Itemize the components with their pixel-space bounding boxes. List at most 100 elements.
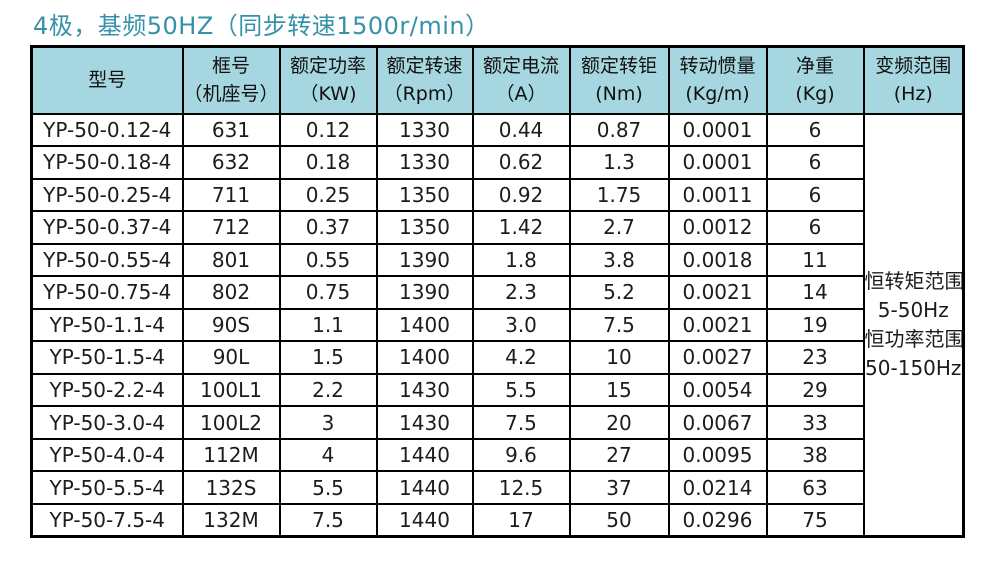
cell-frame: 802 [181, 275, 281, 310]
cell-inertia: 0.0021 [667, 275, 768, 310]
cell-speed: 1330 [375, 145, 474, 180]
cell-weight: 14 [765, 275, 865, 310]
cell-frame: 631 [181, 112, 281, 148]
cell-current: 3.0 [471, 307, 571, 343]
cell-torque: 7.5 [568, 307, 670, 343]
cell-power: 0.75 [278, 275, 378, 310]
header-unit: （KW) [299, 83, 357, 106]
cell-inertia: 0.0054 [667, 372, 768, 408]
cell-power: 1.1 [278, 307, 378, 343]
header-label: 额定转速 [386, 55, 463, 78]
header-label: 额定转钜 [580, 55, 657, 78]
cell-current: 17 [471, 502, 571, 538]
header-cell-model: 型号 [30, 45, 184, 115]
cell-speed: 1440 [375, 470, 474, 505]
cell-power: 1.5 [278, 340, 378, 375]
table-row: YP-50-0.18-4 632 0.18 1330 0.62 1.3 0.00… [30, 145, 964, 180]
cell-torque: 27 [568, 437, 670, 473]
cell-weight: 38 [765, 437, 865, 473]
cell-weight: 6 [765, 112, 865, 148]
header-label: 变频范围 [875, 55, 952, 78]
cell-current: 0.92 [471, 177, 571, 213]
cell-inertia: 0.0095 [667, 437, 768, 473]
cell-weight: 19 [765, 307, 865, 343]
cell-model: YP-50-4.0-4 [30, 437, 184, 473]
cell-speed: 1330 [375, 112, 474, 148]
header-unit: （机座号） [183, 83, 279, 106]
cell-inertia: 0.0011 [667, 177, 768, 213]
header-label: 型号 [88, 69, 127, 92]
cell-model: YP-50-1.5-4 [30, 340, 184, 375]
cell-model: YP-50-2.2-4 [30, 372, 184, 408]
table-row: YP-50-0.75-4 802 0.75 1390 2.3 5.2 0.002… [30, 275, 964, 310]
cell-weight: 75 [765, 502, 865, 538]
header-cell-rated-power: 额定功率 （KW) [278, 45, 378, 115]
cell-power: 0.55 [278, 242, 378, 278]
table-row: YP-50-2.2-4 100L1 2.2 1430 5.5 15 0.0054… [30, 372, 964, 408]
cell-inertia: 0.0027 [667, 340, 768, 375]
header-label: 额定功率 [289, 55, 366, 78]
cell-current: 1.42 [471, 210, 571, 245]
cell-weight: 29 [765, 372, 865, 408]
cell-frame: 632 [181, 145, 281, 180]
cell-frame: 801 [181, 242, 281, 278]
table-row: YP-50-4.0-4 112M 4 1440 9.6 27 0.0095 38 [30, 437, 964, 473]
cell-model: YP-50-0.25-4 [30, 177, 184, 213]
table-row: YP-50-0.25-4 711 0.25 1350 0.92 1.75 0.0… [30, 177, 964, 213]
header-cell-rated-torque: 额定转钜 (Nm) [568, 45, 670, 115]
cell-weight: 23 [765, 340, 865, 375]
cell-inertia: 0.0214 [667, 470, 768, 505]
cell-current: 4.2 [471, 340, 571, 375]
cell-frame: 132M [181, 502, 281, 538]
cell-model: YP-50-0.55-4 [30, 242, 184, 278]
cell-torque: 37 [568, 470, 670, 505]
cell-current: 7.5 [471, 405, 571, 440]
cell-model: YP-50-0.18-4 [30, 145, 184, 180]
cell-torque: 50 [568, 502, 670, 538]
header-cell-inertia: 转动惯量 (Kg/m) [667, 45, 768, 115]
cell-inertia: 0.0001 [667, 145, 768, 180]
cell-current: 2.3 [471, 275, 571, 310]
cell-torque: 1.75 [568, 177, 670, 213]
cell-current: 9.6 [471, 437, 571, 473]
cell-weight: 33 [765, 405, 865, 440]
cell-frame: 132S [181, 470, 281, 505]
cell-frame: 711 [181, 177, 281, 213]
cell-speed: 1430 [375, 405, 474, 440]
freq-range-line: 5-50Hz [877, 297, 949, 322]
cell-current: 5.5 [471, 372, 571, 408]
cell-inertia: 0.0296 [667, 502, 768, 538]
header-cell-freq-range: 变频范围 (Hz) [862, 45, 965, 115]
cell-current: 0.62 [471, 145, 571, 180]
header-cell-frame: 框号 （机座号） [181, 45, 281, 115]
cell-frame: 90S [181, 307, 281, 343]
cell-model: YP-50-0.75-4 [30, 275, 184, 310]
cell-frame: 90L [181, 340, 281, 375]
header-label: 框号 [211, 55, 250, 78]
table-row: YP-50-5.5-4 132S 5.5 1440 12.5 37 0.0214… [30, 470, 964, 505]
cell-power: 7.5 [278, 502, 378, 538]
cell-model: YP-50-1.1-4 [30, 307, 184, 343]
cell-inertia: 0.0021 [667, 307, 768, 343]
cell-speed: 1400 [375, 340, 474, 375]
header-unit: (Kg) [795, 83, 835, 106]
cell-model: YP-50-3.0-4 [30, 405, 184, 440]
page-title: 4极，基频50HZ（同步转速1500r/min） [33, 12, 490, 40]
cell-power: 0.12 [278, 112, 378, 148]
freq-range-line: 恒功率范围 [864, 326, 964, 351]
cell-torque: 2.7 [568, 210, 670, 245]
cell-speed: 1390 [375, 275, 474, 310]
freq-range-line: 恒转矩范围 [864, 268, 964, 293]
cell-speed: 1390 [375, 242, 474, 278]
cell-weight: 6 [765, 177, 865, 213]
cell-weight: 11 [765, 242, 865, 278]
table-row: YP-50-1.5-4 90L 1.5 1400 4.2 10 0.0027 2… [30, 340, 964, 375]
cell-speed: 1440 [375, 502, 474, 538]
header-unit: （Rpm） [383, 83, 466, 106]
cell-torque: 5.2 [568, 275, 670, 310]
table-row: YP-50-0.37-4 712 0.37 1350 1.42 2.7 0.00… [30, 210, 964, 245]
header-unit: （A） [495, 83, 547, 106]
cell-torque: 1.3 [568, 145, 670, 180]
cell-speed: 1350 [375, 210, 474, 245]
cell-inertia: 0.0018 [667, 242, 768, 278]
